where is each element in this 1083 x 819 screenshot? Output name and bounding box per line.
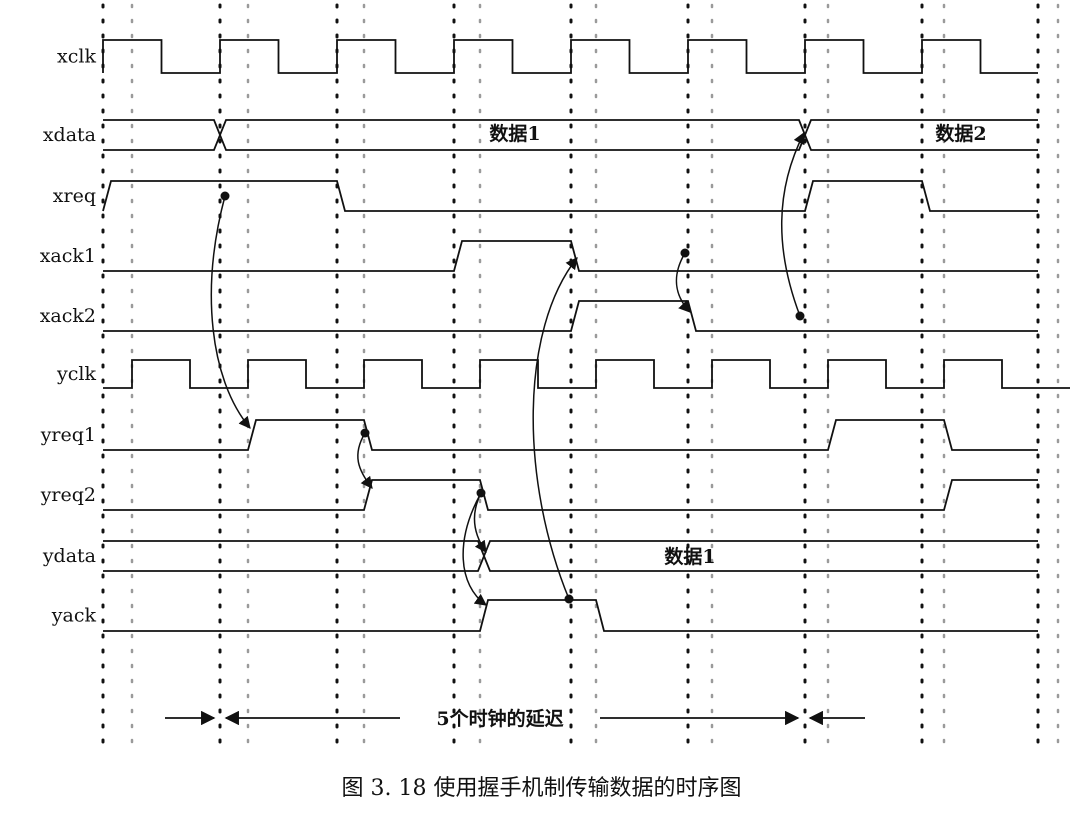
xreq-to-yreq1-arrow <box>210 195 251 429</box>
ydata-bus-lower <box>103 553 1038 572</box>
xdata-value-2: 数据2 <box>935 122 986 145</box>
xack1-waveform <box>103 240 1038 272</box>
yreq2-to-yack-arrow <box>462 492 487 606</box>
ydata-bus-upper <box>103 540 1038 559</box>
ydata-value-1: 数据1 <box>664 545 715 568</box>
delay-label: 5个时钟的延迟 <box>436 707 563 730</box>
xclk-waveform <box>102 39 1038 74</box>
xack2-waveform <box>103 300 1038 332</box>
signal-label-yreq1: yreq1 <box>40 424 96 446</box>
xreq-waveform <box>102 180 1038 212</box>
xdata-bus-lower <box>103 132 1038 151</box>
yack-waveform <box>103 599 1038 632</box>
signal-label-ydata: ydata <box>42 545 96 567</box>
signal-label-xreq: xreq <box>53 185 96 207</box>
signal-label-yclk: yclk <box>56 363 96 385</box>
figure-caption: 图 3. 18 使用握手机制传输数据的时序图 <box>341 776 742 801</box>
xack2-to-xdata-arrow <box>781 131 805 317</box>
signal-label-xdata: xdata <box>43 124 96 146</box>
signal-label-xack1: xack1 <box>40 245 96 267</box>
xdata-value-1: 数据1 <box>489 122 540 145</box>
xack1-to-xack2-arrow <box>675 252 691 313</box>
signal-label-xack2: xack2 <box>40 305 96 327</box>
yack-to-xack1-arrow <box>532 257 578 600</box>
xdata-bus-upper <box>103 119 1038 138</box>
timing-diagram-svg: xclk xdata xreq xack1 xack2 yclk yreq1 yreq2 yda… <box>40 3 1070 752</box>
yreq1-to-yreq2-arrow <box>357 432 373 489</box>
signal-label-xclk: xclk <box>57 46 96 68</box>
signal-label-yreq2: yreq2 <box>40 484 96 506</box>
yreq1-waveform <box>103 419 1038 451</box>
signal-label-yack: yack <box>51 605 97 627</box>
yclk-waveform <box>103 359 1070 389</box>
